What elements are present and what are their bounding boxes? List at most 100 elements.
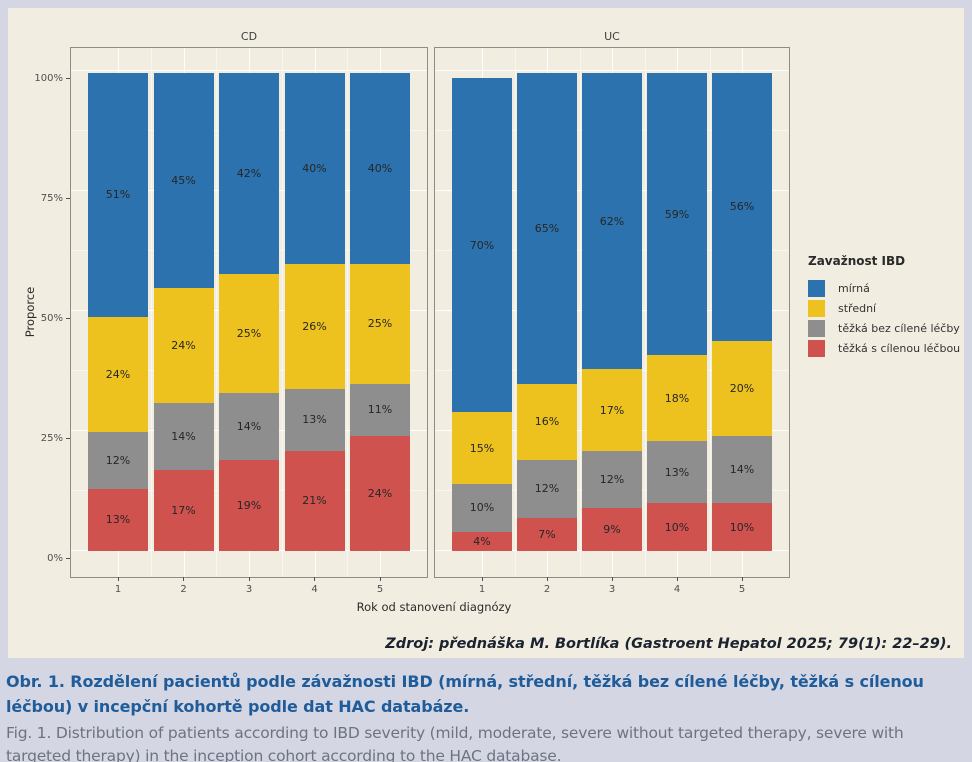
x-tick-label: 3 [608,584,616,595]
facet-title-uc: UC [604,30,620,43]
x-tick-5: 5 [712,577,772,595]
legend-label: těžká s cílenou léčbou [838,342,961,355]
bar-segment: 11% [350,383,410,437]
x-tick-4: 4 [285,577,345,595]
bar-segment: 65% [517,73,577,384]
x-axis-labels-uc: 1 2 3 4 5 [452,577,772,595]
y-tick-75pct: 75% [8,191,70,205]
bar-segment: 62% [582,73,642,370]
bar-segment: 59% [647,73,707,356]
bar-segment: 24% [153,288,214,403]
bar-value-label: 40% [302,162,327,176]
bar-value-label: 9% [603,522,621,536]
legend-item: těžká bez cílené léčby [808,320,964,337]
stacked-bar-cd-year-3: 19% 14% 25% 42% [219,73,279,551]
bar-segment: 25% [219,273,279,394]
stacked-bar-uc-year-5: 10% 14% 20% 56% [712,73,772,551]
bar-value-label: 62% [599,214,625,228]
bar-segment: 12% [517,460,577,518]
bar-value-label: 51% [105,188,131,202]
bar-segment: 14% [153,402,214,470]
source-note: Zdroj: přednáška M. Bortlíka (Gastroent … [385,636,952,652]
bar-value-label: 16% [534,415,560,429]
gridline-v [347,48,349,577]
tick-mark [66,557,70,559]
tick-mark [314,577,315,581]
bar-segment: 26% [284,264,345,389]
tick-mark [66,77,70,79]
bar-segment: 40% [284,73,345,265]
stacked-bar-cd-year-4: 21% 13% 26% 40% [284,73,345,551]
bar-value-label: 19% [236,499,262,513]
stacked-bar-cd-year-5: 24% 11% 25% 40% [350,73,410,551]
bar-segment: 14% [219,393,279,461]
y-tick-label: 100% [34,72,63,84]
stacked-bar-uc-year-2: 7% 12% 16% 65% [517,73,577,551]
bar-value-label: 26% [302,319,327,333]
gridline-v [216,48,218,577]
legend-items: mírná střední těžká bez cílené léčby těžká … [808,280,964,357]
x-tick-3: 3 [219,577,279,595]
tick-mark [741,577,743,581]
caption-czech: Obr. 1. Rozdělení pacientů podle závažno… [6,672,924,716]
bar-value-label: 12% [534,482,560,496]
legend-swatch [808,280,825,297]
bar-segment: 9% [582,507,642,551]
bar-segment: 45% [153,73,214,289]
stacked-bar-uc-year-4: 10% 13% 18% 59% [647,73,707,551]
bar-segment: 24% [88,316,148,432]
bar-value-label: 13% [302,413,327,427]
x-tick-label: 1 [478,584,486,595]
stacked-bar-uc-year-3: 9% 12% 17% 62% [582,73,642,551]
panel-uc: 4% 10% 15% 70% 7% 12% 16% 65% 9% 12% 17% 62% 10% 13% 1… [434,47,790,595]
bar-segment: 10% [712,503,772,551]
bar-segment: 21% [284,450,345,551]
bar-segment: 17% [153,469,214,551]
bar-value-label: 17% [599,403,625,417]
legend: Zavažnost IBD mírná střední těžká bez cíle… [808,254,964,360]
bar-segment: 12% [582,450,642,508]
plot-area-cd: 13% 12% 24% 51% 17% 14% 24% 45% 19% 14% 25% 42% 21% 1… [88,73,410,551]
bar-segment: 16% [517,383,577,461]
tick-mark [66,437,70,439]
legend-label: střední [838,302,877,315]
bar-segment: 18% [647,355,707,442]
tick-mark [676,577,678,581]
gridline-v [709,48,711,577]
stacked-bar-cd-year-2: 17% 14% 24% 45% [153,73,214,551]
tick-mark [481,577,483,581]
tick-mark [248,577,250,581]
y-tick-25pct: 25% [8,431,70,445]
tick-mark [611,577,613,581]
bar-value-label: 10% [664,520,690,534]
bar-segment: 51% [88,73,148,317]
bar-value-label: 12% [599,472,625,486]
facet-title-cd: CD [240,30,258,43]
caption-english: Fig. 1. Distribution of patients accordi… [6,724,904,762]
bar-segment: 20% [712,340,772,437]
bar-segment: 12% [88,431,148,489]
bar-segment: 13% [647,441,707,504]
y-tick-100pct: 100% [8,71,70,85]
y-tick-label: 50% [40,312,63,324]
bar-value-label: 13% [664,465,690,479]
bar-segment: 15% [452,412,512,485]
x-axis-labels-cd: 1 2 3 4 5 [88,577,410,595]
plot-area-uc: 4% 10% 15% 70% 7% 12% 16% 65% 9% 12% 17% 62% 10% 13% 1… [452,73,772,551]
bar-value-label: 59% [664,207,690,221]
legend-swatch [808,340,825,357]
bar-value-label: 24% [367,487,393,501]
bar-value-label: 70% [469,238,495,252]
bar-value-label: 13% [105,513,131,527]
tick-mark [117,577,119,581]
x-tick-label: 3 [245,584,253,595]
legend-item: střední [808,300,964,317]
bar-segment: 24% [350,436,410,551]
chart-figure: CD UC 0% 25% 50% 75% 100% Proporce 13% 12% 24%… [8,8,964,658]
tick-mark [66,197,70,199]
bar-value-label: 17% [171,503,196,517]
x-tick-1: 1 [452,577,512,595]
bar-value-label: 20% [729,382,755,395]
bar-segment: 10% [452,484,512,532]
